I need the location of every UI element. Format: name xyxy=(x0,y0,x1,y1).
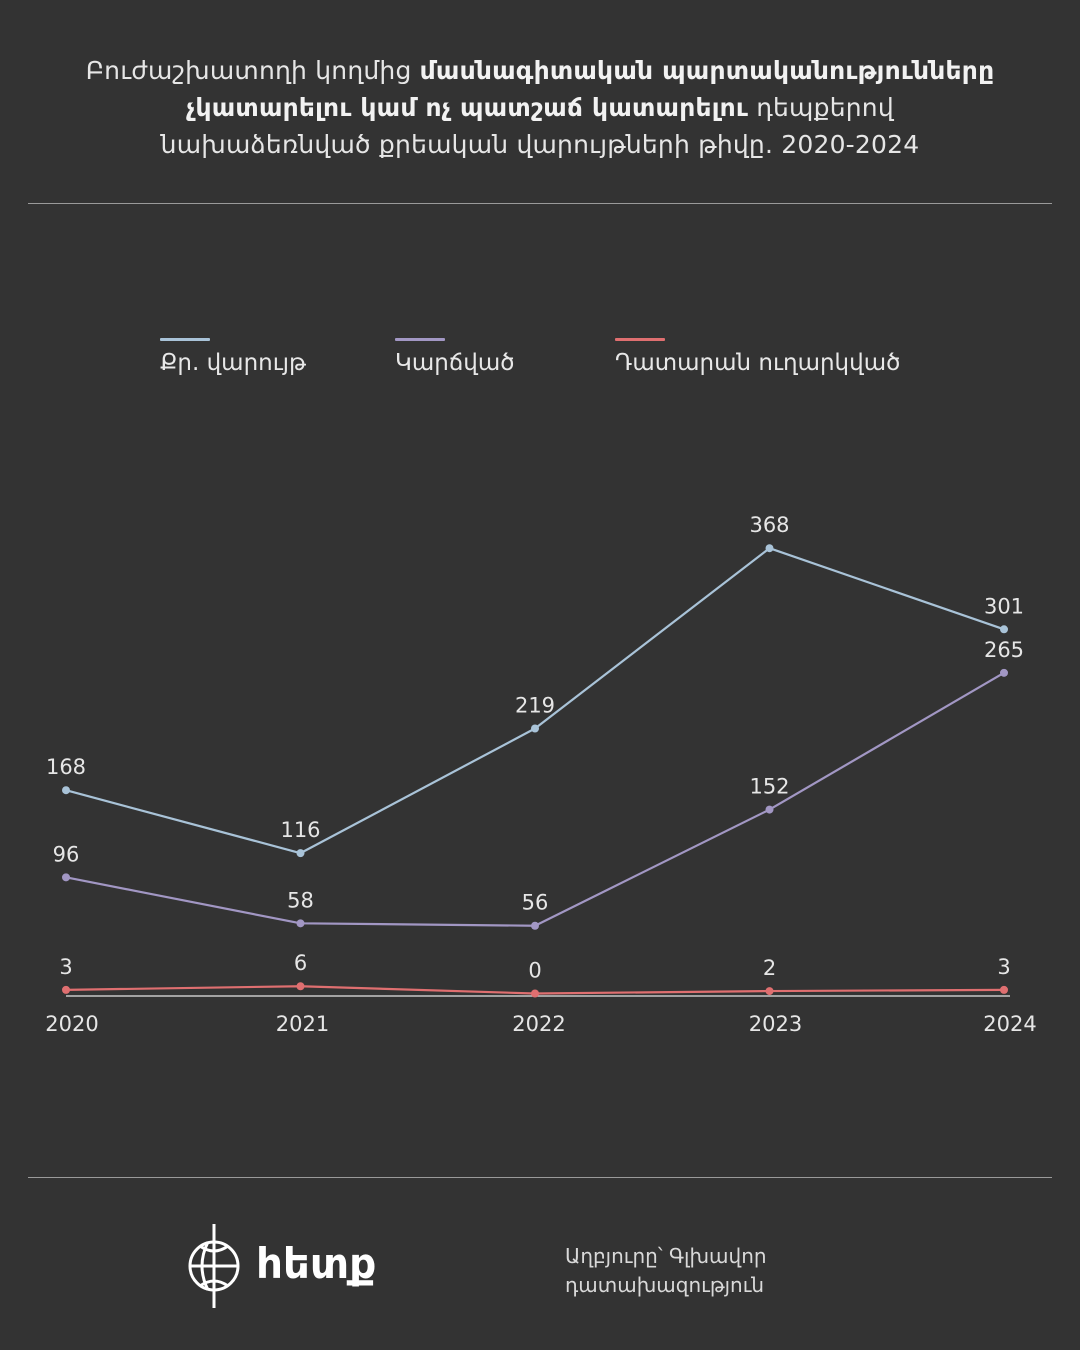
legend-swatch-court xyxy=(615,338,665,341)
data-label: 0 xyxy=(528,959,541,983)
data-label: 3 xyxy=(997,955,1010,979)
data-label: 152 xyxy=(749,775,789,799)
data-point xyxy=(296,919,305,928)
title-part2: դեպքերով xyxy=(748,93,894,122)
data-label: 219 xyxy=(515,694,555,718)
data-point xyxy=(62,873,70,882)
data-point xyxy=(1000,985,1008,994)
title-part1: Բուժաշխատողի կողմից xyxy=(85,56,420,85)
bottom-divider xyxy=(28,1177,1052,1178)
data-label: 3 xyxy=(59,955,72,979)
x-tick-label: 2020 xyxy=(45,1012,98,1036)
data-point xyxy=(1000,625,1008,634)
legend-item-dismissed: Կարճված xyxy=(395,338,515,376)
legend-label-cases: Քր. վարույթ xyxy=(160,350,306,376)
legend-label-court: Դատարան ուղարկված xyxy=(615,350,901,376)
top-divider xyxy=(28,203,1052,204)
legend-swatch-cases xyxy=(160,338,210,341)
data-label: 301 xyxy=(984,594,1024,618)
title-bold-2: չկատարելու կամ ոչ պատշաճ կատարելու xyxy=(186,93,749,122)
data-label: 265 xyxy=(984,638,1024,662)
data-label: 116 xyxy=(280,818,320,842)
legend-item-court: Դատարան ուղարկված xyxy=(615,338,900,376)
x-tick-label: 2023 xyxy=(749,1012,802,1036)
data-label: 168 xyxy=(46,755,86,779)
x-tick-label: 2024 xyxy=(983,1012,1036,1036)
data-point xyxy=(765,544,774,553)
data-point xyxy=(531,724,539,733)
logo-wordmark: հետք xyxy=(256,1239,376,1288)
data-point xyxy=(62,985,70,994)
hetq-logo: հետք xyxy=(188,1224,376,1308)
legend-label-dismissed: Կարճված xyxy=(395,350,515,376)
hetq-globe-icon xyxy=(188,1224,240,1308)
data-label: 368 xyxy=(749,513,789,537)
data-label: 2 xyxy=(763,956,776,980)
data-point xyxy=(296,849,305,858)
data-label: 56 xyxy=(522,891,549,915)
data-label: 58 xyxy=(287,888,314,912)
title-bold-1: մասնագիտական պարտականությունները xyxy=(419,56,995,85)
legend-swatch-dismissed xyxy=(395,338,445,341)
data-point xyxy=(531,989,539,998)
data-point xyxy=(62,786,70,795)
data-label: 96 xyxy=(53,842,80,866)
chart-title: Բուժաշխատողի կողմից մասնագիտական պարտակա… xyxy=(40,52,1040,163)
data-point xyxy=(765,987,774,996)
source-line2: դատախազություն xyxy=(565,1273,765,1297)
data-point xyxy=(296,982,305,991)
x-tick-label: 2021 xyxy=(276,1012,329,1036)
title-line3: նախաձեռնված քրեական վարույթների թիվը. 20… xyxy=(160,130,920,159)
source-line1: Աղբյուրը՝ Գլխավոր xyxy=(565,1244,767,1268)
legend-item-cases: Քր. վարույթ xyxy=(160,338,306,376)
data-point xyxy=(531,921,539,930)
data-point xyxy=(1000,668,1008,677)
data-point xyxy=(765,805,774,814)
source-note: Աղբյուրը՝ Գլխավոր դատախազություն xyxy=(565,1242,865,1300)
x-tick-label: 2022 xyxy=(512,1012,565,1036)
data-label: 6 xyxy=(294,951,307,975)
